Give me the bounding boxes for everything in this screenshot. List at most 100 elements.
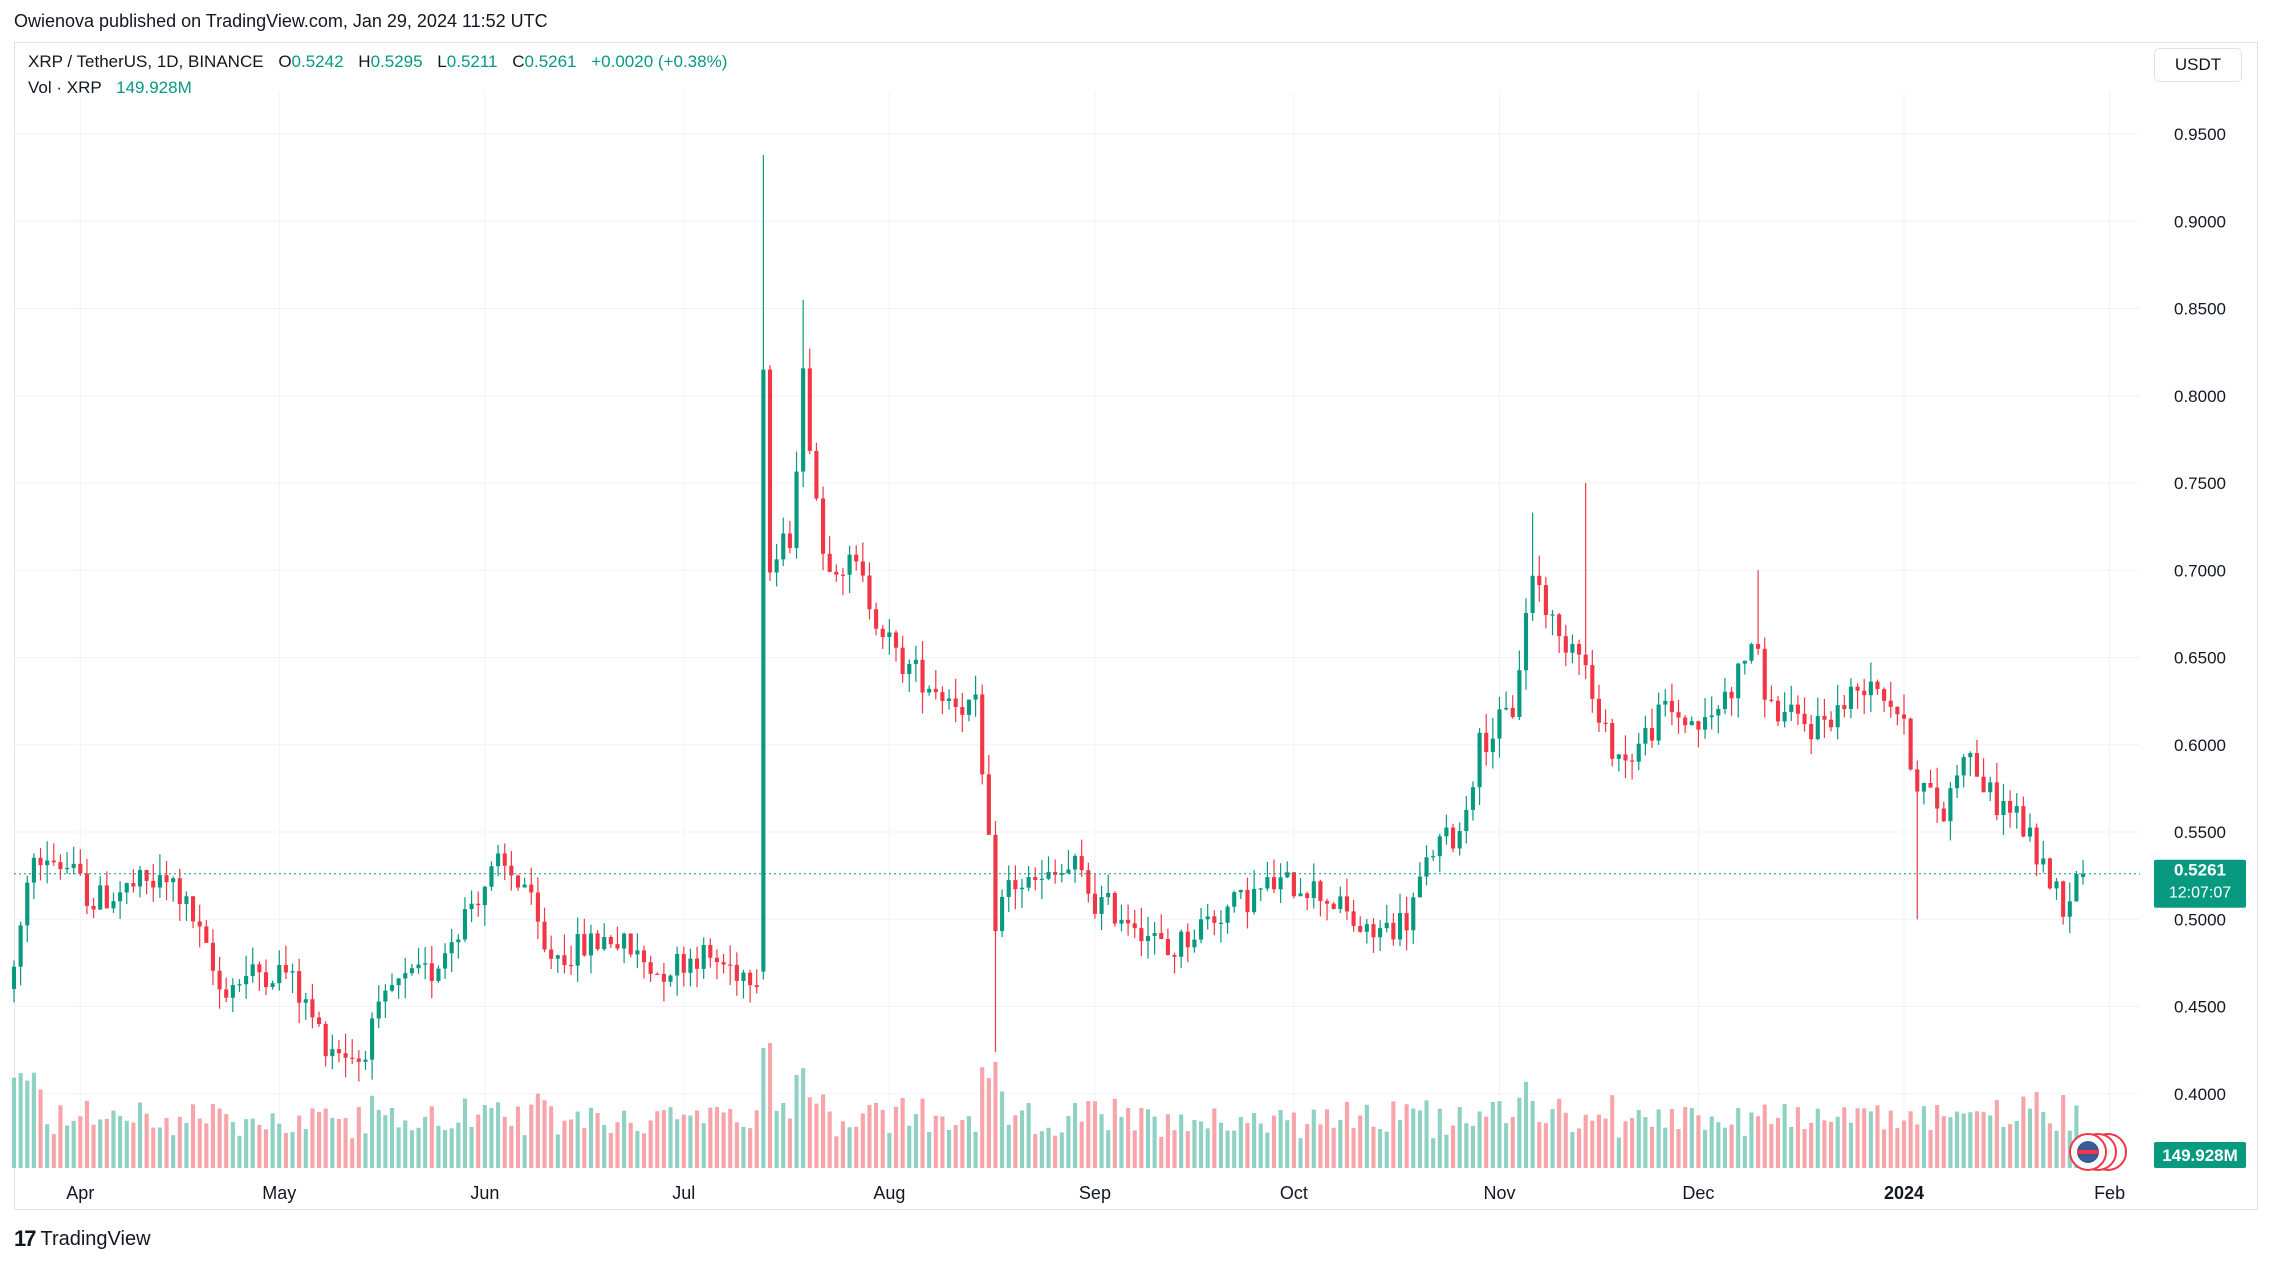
volume-bar xyxy=(1669,1108,1674,1168)
candle-body xyxy=(277,964,282,984)
volume-bar xyxy=(277,1123,282,1168)
volume-badge-box xyxy=(2154,1142,2246,1168)
volume-bar xyxy=(403,1120,408,1168)
y-tick-label: 0.7000 xyxy=(2174,561,2226,580)
candle-body xyxy=(920,659,925,693)
volume-bar xyxy=(714,1106,720,1168)
volume-bar xyxy=(1968,1112,1973,1168)
volume-bar xyxy=(913,1114,918,1168)
volume-bar xyxy=(1112,1098,1117,1168)
volume-bar xyxy=(562,1120,567,1168)
volume-bar xyxy=(1417,1110,1422,1168)
volume-bar xyxy=(1596,1114,1602,1168)
volume-bar xyxy=(1749,1112,1754,1168)
volume-bar xyxy=(854,1126,859,1168)
volume-bar xyxy=(774,1110,779,1168)
volume-bar xyxy=(124,1120,129,1168)
volume-bar xyxy=(509,1125,514,1168)
candle-body xyxy=(781,533,786,560)
candle-body xyxy=(1643,728,1648,744)
candle-body xyxy=(1676,712,1681,718)
events-icon[interactable] xyxy=(2069,1133,2127,1171)
candle-body xyxy=(1351,911,1356,926)
volume-bar xyxy=(1185,1131,1190,1168)
volume-bar xyxy=(1484,1116,1489,1168)
volume-bar xyxy=(668,1107,673,1168)
candle-body xyxy=(927,688,932,693)
volume-bar xyxy=(1643,1117,1648,1168)
candle-body xyxy=(1583,654,1588,666)
volume-bar xyxy=(741,1126,746,1168)
volume-bar xyxy=(64,1125,70,1168)
candle-body xyxy=(1404,913,1409,931)
volume-bar xyxy=(157,1127,162,1168)
volume-bar xyxy=(1862,1108,1867,1168)
candle-body xyxy=(64,867,70,870)
currency-button[interactable]: USDT xyxy=(2154,48,2242,82)
candle-body xyxy=(316,1017,322,1025)
volume-bar xyxy=(323,1108,328,1168)
y-tick-label: 0.9000 xyxy=(2174,212,2226,231)
candle-body xyxy=(1795,704,1800,714)
candle-body xyxy=(734,964,739,981)
candle-body xyxy=(111,901,116,909)
volume-bar xyxy=(1802,1129,1807,1168)
candle-body xyxy=(1159,932,1164,939)
volume-bar xyxy=(469,1127,474,1168)
volume-bar xyxy=(1782,1104,1787,1168)
volume-bar xyxy=(1497,1101,1502,1168)
candle-body xyxy=(575,934,580,966)
candle-body xyxy=(887,632,892,637)
candle-body xyxy=(1378,928,1383,938)
candle-body xyxy=(1411,897,1416,931)
volume-bar xyxy=(1616,1137,1621,1168)
candle-body xyxy=(913,659,918,664)
candle-body xyxy=(1318,881,1323,901)
candle-body xyxy=(383,990,388,1002)
volume-bar xyxy=(1298,1138,1303,1168)
price-badge-countdown: 12:07:07 xyxy=(2169,885,2231,902)
candle-body xyxy=(1450,827,1456,849)
candle-body xyxy=(2014,806,2019,813)
candle-body xyxy=(1689,721,1694,726)
candle-body xyxy=(641,950,647,963)
candle-body xyxy=(986,774,991,835)
volume-bar xyxy=(1351,1127,1356,1168)
candle-body xyxy=(429,963,434,982)
volume-bar xyxy=(1006,1124,1011,1168)
volume-bar xyxy=(1729,1124,1734,1168)
tradingview-footer[interactable]: 17 TradingView xyxy=(14,1226,151,1252)
volume-bar xyxy=(1809,1122,1814,1168)
volume-bar xyxy=(1742,1135,1747,1168)
volume-bar xyxy=(721,1112,726,1168)
volume-bar xyxy=(1868,1111,1873,1168)
candle-body xyxy=(1822,715,1827,720)
volume-bar xyxy=(1490,1101,1495,1168)
volume-label[interactable]: Vol · XRP xyxy=(28,78,102,97)
volume-bar xyxy=(429,1106,434,1168)
candle-body xyxy=(1988,782,1993,793)
volume-bar xyxy=(1901,1120,1907,1168)
volume-bar xyxy=(1305,1123,1310,1168)
volume-bar xyxy=(1523,1081,1529,1168)
volume-bar xyxy=(1583,1114,1588,1168)
volume-bar xyxy=(628,1122,633,1168)
candle-body xyxy=(1152,932,1157,936)
candle-body xyxy=(1059,873,1064,875)
volume-bar xyxy=(1265,1132,1270,1168)
price-badge-price: 0.5261 xyxy=(2174,861,2226,880)
volume-bar xyxy=(409,1130,414,1168)
candle-body xyxy=(84,873,90,906)
volume-bar xyxy=(442,1130,448,1168)
volume-bar xyxy=(1126,1107,1131,1168)
candle-body xyxy=(11,966,17,990)
candle-body xyxy=(1185,931,1190,948)
candle-body xyxy=(1139,928,1144,942)
candle-body xyxy=(661,973,666,982)
candle-body xyxy=(714,957,720,963)
candle-body xyxy=(1576,644,1582,655)
candles xyxy=(11,154,2086,1082)
volume-bar xyxy=(1895,1128,1900,1168)
symbol-label[interactable]: XRP / TetherUS, 1D, BINANCE xyxy=(28,52,264,71)
